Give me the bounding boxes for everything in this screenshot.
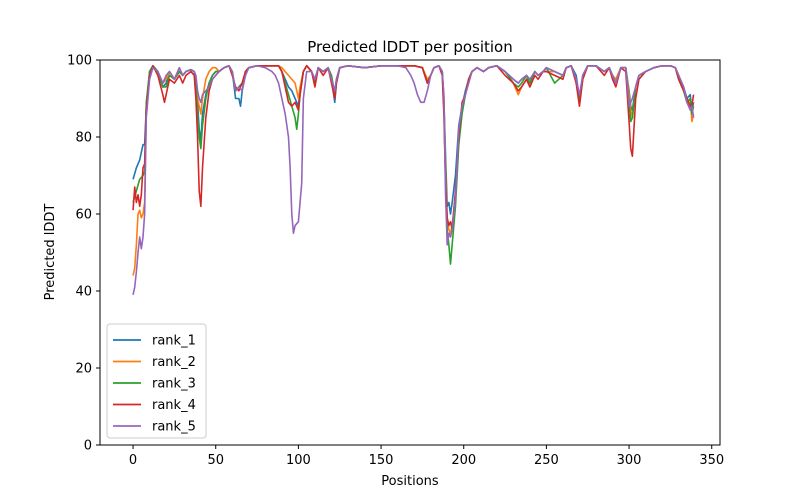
- series-line-rank_5: [132, 64, 695, 296]
- x-tick-label: 50: [207, 453, 224, 468]
- y-tick-label: 20: [75, 362, 92, 377]
- x-tick-label: 300: [617, 453, 642, 468]
- x-axis: 0 50 100 150 200 250 300 350: [129, 445, 724, 468]
- legend-label: rank_1: [152, 334, 196, 349]
- y-axis: 0 20 40 60 80 100: [67, 54, 100, 454]
- x-tick-label: 150: [369, 453, 394, 468]
- y-tick-label: 80: [75, 131, 92, 146]
- x-tick-label: 250: [534, 453, 559, 468]
- x-tick-label: 0: [129, 453, 137, 468]
- legend-label: rank_3: [152, 377, 196, 392]
- y-tick-label: 60: [75, 208, 92, 223]
- legend-label: rank_4: [152, 398, 196, 413]
- series-layer: [132, 64, 695, 296]
- y-tick-label: 0: [84, 439, 92, 454]
- x-axis-label: Positions: [381, 474, 439, 489]
- plot-frame: [99, 59, 721, 446]
- chart-title: Predicted lDDT per position: [307, 38, 512, 56]
- legend-box: [106, 323, 207, 439]
- x-tick-label: 350: [699, 453, 724, 468]
- legend: rank_1 rank_2 rank_3 rank_4 rank_5: [106, 323, 207, 439]
- x-tick-label: 200: [451, 453, 476, 468]
- legend-label: rank_2: [152, 355, 196, 370]
- y-tick-label: 40: [75, 285, 92, 300]
- x-tick-label: 100: [286, 453, 311, 468]
- y-axis-label: Predicted lDDT: [43, 204, 58, 301]
- legend-label: rank_5: [152, 420, 196, 435]
- y-tick-label: 100: [67, 54, 92, 69]
